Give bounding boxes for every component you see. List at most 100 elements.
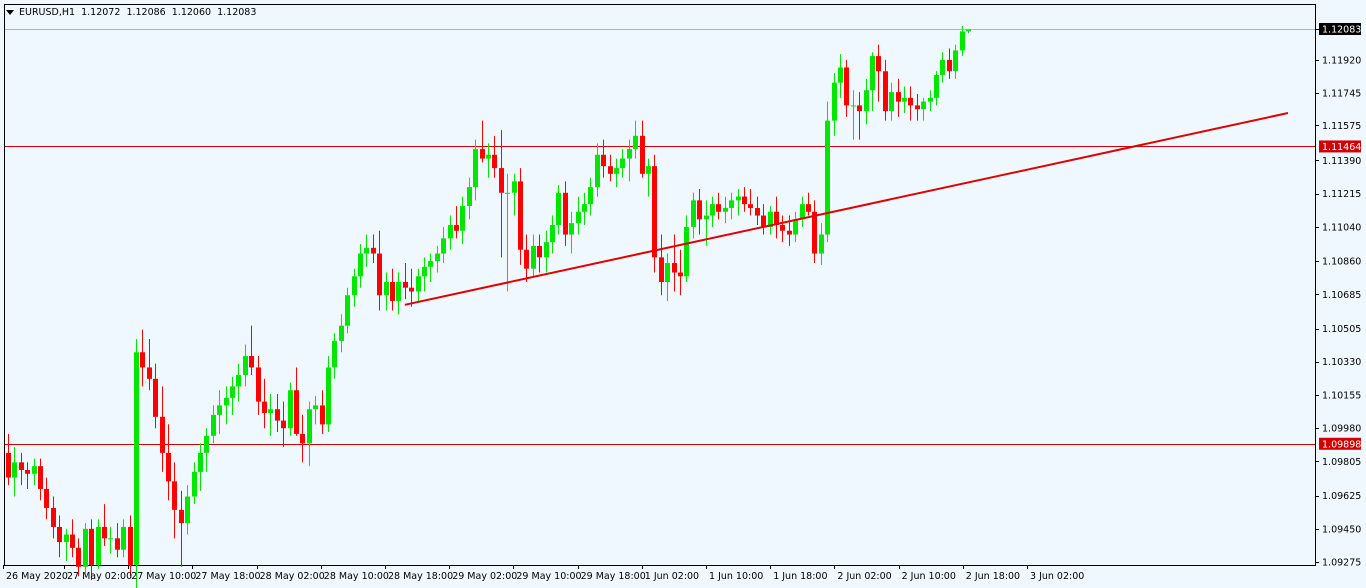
price-tick-label: 1.10685 bbox=[1322, 290, 1361, 301]
chart-frame bbox=[4, 4, 1316, 566]
bull-candle-body bbox=[768, 211, 773, 227]
bull-candle-body bbox=[204, 435, 209, 453]
bear-candle-body bbox=[281, 420, 286, 429]
bull-candle-body bbox=[550, 225, 555, 243]
high-value: 1.12086 bbox=[126, 7, 166, 18]
bull-candle-body bbox=[889, 92, 894, 112]
level-price-tag bbox=[1319, 437, 1361, 450]
bear-candle-body bbox=[716, 204, 721, 212]
bull-candle-body bbox=[83, 528, 88, 567]
bull-candle-body bbox=[313, 405, 318, 410]
bull-candle-body bbox=[902, 97, 907, 102]
time-tick-label: 1 Jun 18:00 bbox=[773, 571, 827, 582]
bear-candle-body bbox=[857, 105, 862, 112]
bull-candle-body bbox=[428, 261, 433, 267]
bull-candle-body bbox=[928, 97, 933, 102]
bull-candle-body bbox=[224, 397, 229, 406]
bear-candle-body bbox=[652, 166, 657, 258]
bull-candle-body bbox=[268, 409, 273, 414]
bull-candle-body bbox=[12, 462, 17, 478]
bull-candle-body bbox=[473, 149, 478, 188]
bear-candle-body bbox=[806, 204, 811, 212]
bear-candle-body bbox=[908, 97, 913, 106]
bear-candle-body bbox=[947, 59, 952, 72]
time-tick-label: 29 May 10:00 bbox=[516, 571, 581, 582]
bull-candle-body bbox=[134, 352, 139, 565]
bull-candle-body bbox=[512, 181, 517, 193]
price-tick-label: 1.11920 bbox=[1322, 55, 1361, 66]
bear-candle-body bbox=[102, 526, 107, 539]
time-tick-label: 28 May 18:00 bbox=[388, 571, 453, 582]
bear-candle-body bbox=[524, 249, 529, 269]
bear-candle-body bbox=[147, 367, 152, 379]
price-tick-label: 1.09625 bbox=[1322, 491, 1361, 502]
level-price-label: 1.09898 bbox=[1322, 439, 1361, 450]
bear-candle-body bbox=[76, 547, 81, 567]
time-tick-label: 2 Jun 02:00 bbox=[837, 571, 891, 582]
bear-candle-body bbox=[38, 466, 43, 489]
bull-candle-body bbox=[307, 409, 312, 444]
bear-candle-body bbox=[480, 149, 485, 159]
trendline[interactable] bbox=[404, 112, 1289, 306]
bear-candle-body bbox=[742, 196, 747, 205]
bear-candle-body bbox=[172, 481, 177, 510]
time-tick-label: 1 Jun 02:00 bbox=[645, 571, 699, 582]
bear-candle-body bbox=[537, 245, 542, 258]
bear-candle-body bbox=[153, 378, 158, 417]
bear-candle-body bbox=[166, 452, 171, 482]
bull-candle-body bbox=[211, 414, 216, 436]
bull-candle-body bbox=[288, 390, 293, 429]
bear-candle-body bbox=[844, 67, 849, 106]
bear-candle-body bbox=[761, 215, 766, 227]
symbol-label: EURUSD,H1 bbox=[19, 7, 76, 18]
bear-candle-body bbox=[659, 257, 664, 283]
bull-candle-body bbox=[940, 59, 945, 76]
time-tick-label: 1 Jun 10:00 bbox=[709, 571, 763, 582]
low-value: 1.12060 bbox=[171, 7, 212, 18]
bull-candle-body bbox=[627, 149, 632, 159]
bear-candle-body bbox=[787, 230, 792, 235]
bull-candle-body bbox=[352, 276, 357, 296]
bull-candle-body bbox=[121, 526, 126, 550]
bear-candle-body bbox=[748, 204, 753, 208]
bull-candle-body bbox=[544, 242, 549, 258]
bull-candle-body bbox=[185, 496, 190, 524]
bull-candle-body bbox=[441, 238, 446, 254]
bear-candle-body bbox=[518, 181, 523, 250]
bull-candle-body bbox=[665, 263, 670, 283]
bear-candle-body bbox=[492, 154, 497, 169]
bull-candle-body bbox=[358, 253, 363, 277]
bear-candle-body bbox=[499, 168, 504, 193]
time-tick-label: 2 Jun 10:00 bbox=[902, 571, 956, 582]
bear-candle-body bbox=[262, 401, 267, 414]
bull-candle-body bbox=[800, 204, 805, 220]
price-tick-label: 1.11215 bbox=[1322, 189, 1361, 200]
bull-candle-body bbox=[582, 204, 587, 212]
bull-candle-body bbox=[64, 534, 69, 543]
bull-candle-body bbox=[460, 206, 465, 231]
bull-candle-body bbox=[236, 375, 241, 387]
bull-candle-body bbox=[870, 56, 875, 91]
bull-candle-body bbox=[576, 211, 581, 224]
bull-candle-body bbox=[864, 90, 869, 112]
price-tick-label: 1.09450 bbox=[1322, 524, 1361, 535]
trendline-layer[interactable] bbox=[404, 112, 1289, 306]
level-price-tag bbox=[1319, 140, 1361, 153]
bear-candle-body bbox=[160, 416, 165, 453]
time-tick-label: 27 May 18:00 bbox=[195, 571, 260, 582]
bull-candle-body bbox=[614, 168, 619, 174]
time-tick-label: 26 May 2020 bbox=[6, 571, 68, 582]
time-tick-label: 27 May 10:00 bbox=[131, 571, 196, 582]
bull-candle-body bbox=[633, 135, 638, 150]
bull-candle-body bbox=[230, 386, 235, 398]
bull-candle-body bbox=[793, 219, 798, 235]
bull-candle-body bbox=[569, 223, 574, 235]
bull-candle-body bbox=[646, 166, 651, 174]
bull-candle-body bbox=[620, 158, 625, 169]
bull-candle-body bbox=[486, 154, 491, 159]
chart-menu-arrow-icon[interactable] bbox=[6, 10, 14, 15]
bull-candle-body bbox=[96, 526, 101, 565]
bull-candle-body bbox=[435, 253, 440, 262]
bull-candle-body bbox=[345, 295, 350, 326]
